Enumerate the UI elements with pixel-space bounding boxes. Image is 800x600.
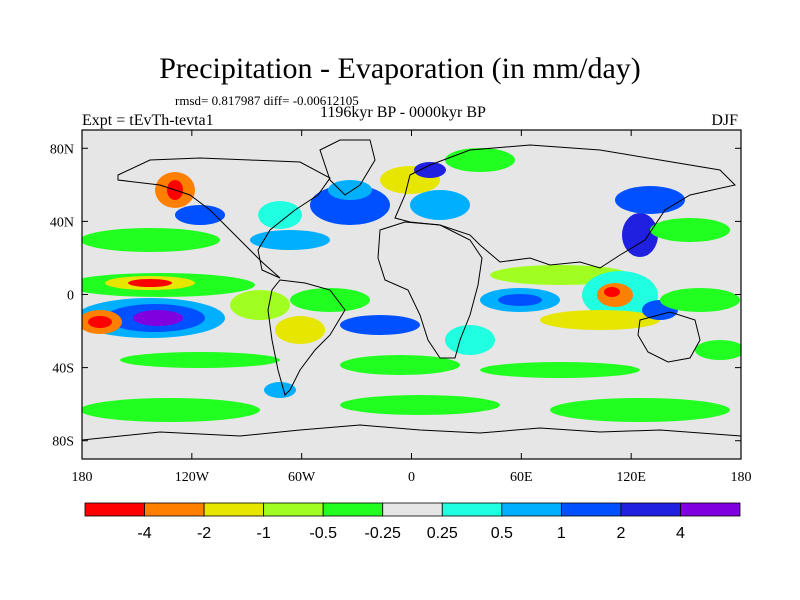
- field-contours: [82, 148, 741, 422]
- colorbar-label: -1: [257, 525, 271, 542]
- y-tick-label: 40N: [50, 215, 74, 230]
- x-tick-label: 60W: [288, 470, 316, 485]
- field-patch: [660, 288, 740, 312]
- coastlines: [82, 139, 741, 441]
- australia-coast: [637, 311, 701, 363]
- colorbar-label: 1: [557, 525, 566, 542]
- field-patch: [550, 398, 730, 422]
- field-patch: [328, 180, 372, 200]
- y-axis: 80N 40N 0 40S 80S: [50, 142, 741, 450]
- x-tick-label: 60E: [510, 470, 533, 485]
- field-patch: [604, 287, 620, 297]
- field-patch: [340, 355, 460, 375]
- colorbar-swatch: [322, 502, 384, 517]
- field-patch: [410, 190, 470, 220]
- colorbar-label: 0.25: [427, 525, 458, 542]
- field-patch: [445, 148, 515, 172]
- y-tick-label: 80S: [52, 435, 74, 450]
- colorbar-label: 2: [616, 525, 625, 542]
- period-label: 1196kyr BP - 0000kyr BP: [320, 104, 486, 121]
- field-patch: [88, 316, 112, 328]
- field-patch: [414, 162, 446, 178]
- field-patch: [340, 395, 500, 415]
- greenland-coast: [319, 139, 376, 196]
- field-patch: [310, 185, 390, 225]
- field-patch: [695, 340, 741, 360]
- x-tick-label: 120W: [175, 470, 210, 485]
- antarctica-coast: [82, 424, 741, 441]
- field-patch: [258, 201, 302, 229]
- y-tick-label: 0: [67, 289, 74, 304]
- colorbar: -4 -2 -1 -0.5 -0.25 0.25 0.5 1 2 4: [84, 502, 741, 542]
- field-patch: [290, 288, 370, 312]
- field-patch: [498, 294, 542, 306]
- field-patch: [133, 310, 183, 326]
- colorbar-swatch: [441, 502, 503, 517]
- colorbar-label: -4: [137, 525, 151, 542]
- colorbar-swatch: [501, 502, 562, 517]
- x-tick-label: 0: [408, 470, 415, 485]
- eurasia-coast: [394, 144, 736, 269]
- stats-label: rmsd= 0.817987 diff= -0.00612105: [175, 93, 359, 108]
- y-tick-label: 80N: [50, 142, 74, 157]
- field-patch: [275, 316, 325, 344]
- colorbar-swatch: [560, 502, 622, 517]
- field-patch: [650, 218, 730, 242]
- field-patch: [480, 362, 640, 378]
- field-patch: [615, 186, 685, 214]
- field-patch: [540, 310, 660, 330]
- colorbar-label: 0.5: [491, 525, 513, 542]
- y-tick-label: 40S: [52, 362, 74, 377]
- field-patch: [82, 398, 260, 422]
- colorbar-label: -0.25: [364, 525, 401, 542]
- experiment-label: Expt = tEvTh-tevta1: [82, 112, 214, 129]
- north-america-coast: [117, 157, 331, 279]
- field-patch: [340, 315, 420, 335]
- south-america-coast: [267, 279, 346, 396]
- colorbar-swatch: [620, 502, 681, 517]
- colorbar-swatch: [144, 502, 205, 517]
- x-axis: 180 120W 60W 0 60E 120E 180: [72, 130, 752, 485]
- field-patch: [230, 290, 290, 320]
- field-patch: [175, 205, 225, 225]
- field-patch: [250, 230, 330, 250]
- x-tick-label: 180: [72, 470, 93, 485]
- field-patch: [264, 382, 296, 398]
- colorbar-swatch: [84, 502, 145, 517]
- season-label: DJF: [711, 112, 738, 129]
- x-tick-label: 180: [731, 470, 752, 485]
- colorbar-swatch: [680, 502, 741, 517]
- colorbar-swatch: [382, 502, 443, 517]
- colorbar-label: 4: [676, 525, 685, 542]
- field-patch: [445, 325, 495, 355]
- colorbar-label: -0.5: [309, 525, 337, 542]
- colorbar-swatch: [203, 502, 265, 517]
- field-patch: [120, 352, 280, 368]
- colorbar-label: -2: [197, 525, 211, 542]
- field-patch: [622, 213, 658, 257]
- colorbar-swatch: [263, 502, 324, 517]
- field-patch: [82, 228, 220, 252]
- plot-title: Precipitation - Evaporation (in mm/day): [159, 52, 641, 85]
- field-patch: [128, 279, 172, 287]
- africa-coast: [377, 221, 483, 359]
- x-tick-label: 120E: [616, 470, 646, 485]
